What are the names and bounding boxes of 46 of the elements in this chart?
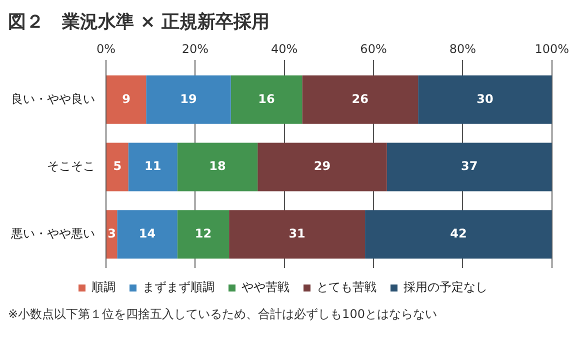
- data-label: 18: [209, 159, 226, 174]
- legend-label: 順調: [92, 280, 116, 294]
- data-label: 26: [352, 92, 368, 106]
- bar: [106, 75, 146, 124]
- x-tick-label: 60%: [360, 42, 387, 56]
- text: ※小数点以下第１位を四捨五入しているため、合計は必ずしも100とはならない: [8, 306, 438, 323]
- data-label: 3: [108, 226, 116, 240]
- bar: [302, 75, 418, 124]
- x-tick-label: 20%: [182, 42, 209, 56]
- legend-label: とても苦戦: [316, 280, 376, 294]
- data-label: 29: [314, 159, 331, 174]
- x-tick-label: 80%: [449, 42, 476, 56]
- x-tick-label: 0%: [96, 42, 116, 56]
- data-label: 42: [450, 226, 467, 240]
- data-label: 9: [122, 92, 130, 106]
- bar: [106, 142, 128, 192]
- data-label: 12: [194, 226, 212, 240]
- y-tick-label: そこそこ: [47, 159, 95, 174]
- bar: [418, 75, 552, 124]
- legend-label: やや苦戦: [242, 280, 290, 294]
- bar: [230, 75, 302, 124]
- bar: [146, 75, 231, 124]
- legend-label: 採用の予定なし: [404, 280, 488, 294]
- bar: [258, 142, 387, 192]
- data-label: 31: [288, 226, 306, 240]
- bar: [106, 210, 118, 259]
- data-label: 19: [180, 92, 197, 106]
- bar: [117, 210, 178, 259]
- bar: [177, 142, 258, 192]
- bar: [386, 142, 552, 192]
- y-tick-label: 良い・やや良い: [11, 92, 95, 106]
- data-label: 11: [144, 159, 162, 174]
- x-tick-label: 100%: [534, 42, 570, 56]
- x-tick-label: 40%: [271, 42, 298, 56]
- bar: [128, 142, 178, 192]
- bar: [229, 210, 366, 259]
- bar: [177, 210, 230, 259]
- data-label: 37: [461, 159, 478, 174]
- data-label: 14: [138, 226, 156, 240]
- bar: [365, 210, 552, 259]
- data-label: 16: [258, 92, 275, 106]
- y-tick-label: 悪い・やや悪い: [10, 226, 95, 240]
- legend-label: まずまず順調: [142, 280, 214, 294]
- chart-title: 図２ 業況水準 × 正規新卒採用: [8, 11, 270, 32]
- data-label: 5: [113, 159, 122, 174]
- data-label: 30: [476, 92, 494, 106]
